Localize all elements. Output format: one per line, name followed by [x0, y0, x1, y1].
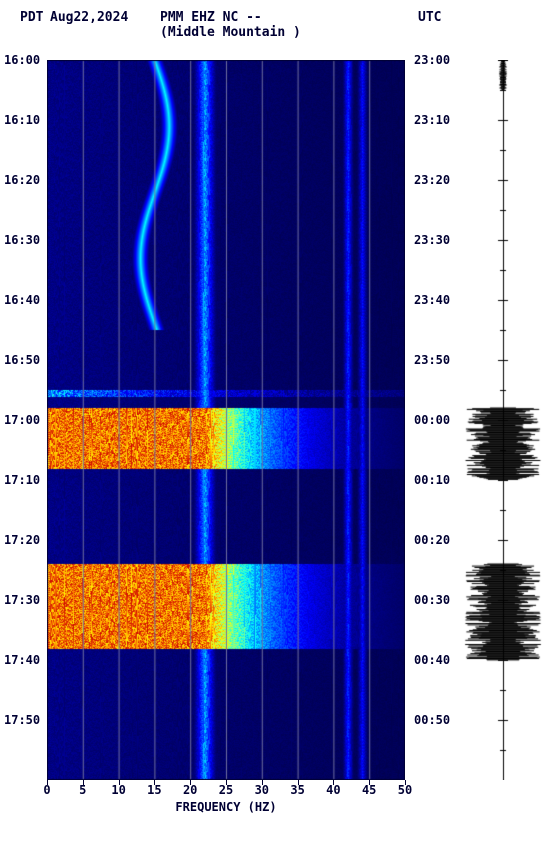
y-tick-right: 00:10 [414, 473, 450, 487]
y-tick-left: 17:50 [4, 713, 40, 727]
y-tick-left: 16:40 [4, 293, 40, 307]
waveform [463, 60, 543, 780]
y-tick-right: 00:50 [414, 713, 450, 727]
y-tick-right: 00:20 [414, 533, 450, 547]
y-tick-right: 00:40 [414, 653, 450, 667]
y-tick-right: 23:30 [414, 233, 450, 247]
y-axis-right: 23:0023:1023:2023:3023:4023:5000:0000:10… [410, 60, 460, 780]
y-tick-left: 16:50 [4, 353, 40, 367]
x-tick: 50 [398, 783, 412, 797]
x-tick: 5 [79, 783, 86, 797]
x-tick: 10 [111, 783, 125, 797]
y-tick-left: 17:20 [4, 533, 40, 547]
y-tick-left: 17:40 [4, 653, 40, 667]
x-axis-label: FREQUENCY (HZ) [47, 800, 405, 814]
x-tick: 35 [290, 783, 304, 797]
spectrogram-canvas [47, 60, 405, 780]
tz-left: PDT [20, 10, 43, 25]
y-tick-right: 23:10 [414, 113, 450, 127]
y-tick-left: 16:10 [4, 113, 40, 127]
y-tick-left: 17:00 [4, 413, 40, 427]
spectrogram [47, 60, 405, 780]
y-tick-left: 17:30 [4, 593, 40, 607]
x-tick: 30 [255, 783, 269, 797]
station-id: PMM EHZ NC -- [160, 10, 262, 25]
x-tick: 0 [43, 783, 50, 797]
x-tick: 20 [183, 783, 197, 797]
y-tick-left: 16:20 [4, 173, 40, 187]
y-tick-right: 00:30 [414, 593, 450, 607]
y-tick-right: 00:00 [414, 413, 450, 427]
y-axis-left: 16:0016:1016:2016:3016:4016:5017:0017:10… [0, 60, 45, 780]
y-tick-right: 23:00 [414, 53, 450, 67]
waveform-canvas [463, 60, 543, 780]
y-tick-right: 23:50 [414, 353, 450, 367]
tz-right: UTC [418, 10, 441, 25]
x-tick: 25 [219, 783, 233, 797]
date: Aug22,2024 [50, 10, 128, 25]
y-tick-right: 23:20 [414, 173, 450, 187]
y-tick-left: 16:30 [4, 233, 40, 247]
y-tick-left: 16:00 [4, 53, 40, 67]
x-tick: 40 [326, 783, 340, 797]
y-tick-left: 17:10 [4, 473, 40, 487]
x-tick: 15 [147, 783, 161, 797]
x-tick: 45 [362, 783, 376, 797]
station-name: (Middle Mountain ) [160, 25, 301, 40]
y-tick-right: 23:40 [414, 293, 450, 307]
